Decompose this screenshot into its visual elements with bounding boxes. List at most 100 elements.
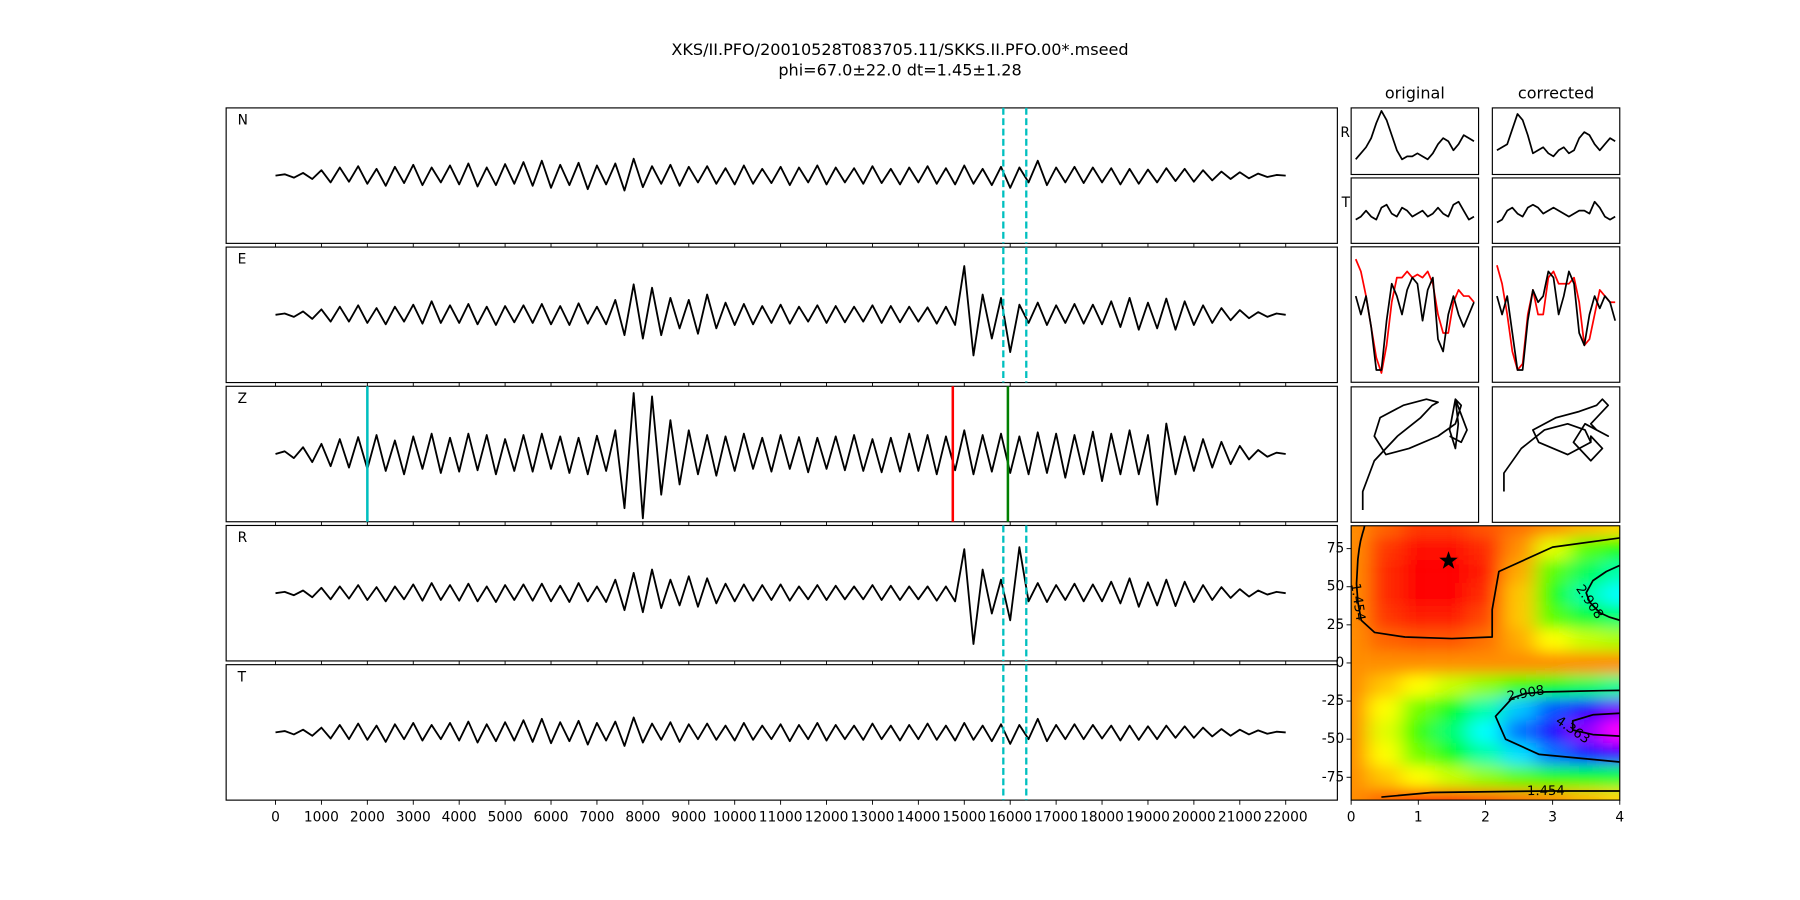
surface-cell	[1367, 560, 1402, 583]
surface-cell	[1535, 697, 1570, 721]
contour-label: 1.454	[1347, 582, 1367, 622]
surface-cell	[1367, 525, 1402, 538]
x-tick-label: 5000	[488, 809, 523, 825]
panel-frame	[225, 385, 1338, 523]
surface-cell	[1401, 628, 1436, 652]
surface-cell	[1435, 628, 1469, 652]
surface-cell	[1502, 525, 1536, 538]
best-fit-star	[1439, 551, 1458, 569]
surface-cell	[1535, 788, 1570, 801]
x-tick-label: 2000	[350, 809, 385, 825]
surface-cell	[1351, 628, 1368, 652]
surface-cell	[1401, 742, 1436, 766]
surface-cell	[1468, 628, 1503, 652]
x-tick-label: 12000	[805, 809, 849, 825]
surface-cell	[1602, 788, 1620, 801]
title: XKS/II.PFO/20010528T083705.11/SKKS.II.PF…	[671, 40, 1128, 59]
surface-cell	[1535, 720, 1570, 743]
surface-cell	[1468, 651, 1503, 675]
trace-panel: E	[225, 246, 1338, 388]
small-panel-frame	[1491, 177, 1621, 244]
x-tick-label: 20000	[1172, 809, 1216, 825]
contour-line	[1355, 525, 1620, 640]
surface-cell	[1351, 560, 1368, 583]
surface-cell	[1535, 537, 1570, 561]
panel-label: N	[238, 113, 248, 129]
surface-cell	[1435, 525, 1469, 538]
surface-cell	[1535, 765, 1570, 789]
surface-cell	[1502, 742, 1536, 766]
surface-cell	[1351, 742, 1368, 766]
x-tick-label: 7000	[579, 809, 614, 825]
surface-cell	[1435, 697, 1469, 721]
surface-cell	[1435, 537, 1469, 561]
surface-cell	[1367, 742, 1402, 766]
component-label: T	[1341, 195, 1351, 211]
x-tick-label: 13000	[851, 809, 895, 825]
surface-cell	[1351, 525, 1368, 538]
trace	[275, 157, 1286, 192]
surface-cell	[1535, 582, 1570, 606]
surface-cell	[1401, 697, 1436, 721]
small-panel-frame	[1491, 107, 1621, 176]
surface-cell	[1401, 537, 1436, 561]
surface-cell	[1401, 525, 1436, 538]
trace	[275, 392, 1286, 520]
surface-cell	[1502, 765, 1536, 789]
trace-panel: Z	[225, 385, 1338, 527]
surface-cell	[1401, 674, 1436, 698]
y-tick-label: -50	[1322, 731, 1344, 747]
surface-cell	[1401, 765, 1436, 789]
surface-cell	[1569, 605, 1603, 629]
column-title: original	[1385, 84, 1445, 103]
surface-cell	[1351, 582, 1368, 606]
surface-cell	[1435, 788, 1469, 801]
x-tick-label: 21000	[1218, 809, 1262, 825]
surface-cell	[1569, 788, 1603, 801]
y-tick-label: -25	[1322, 693, 1344, 709]
panel-label: E	[238, 252, 247, 268]
surface-cell	[1535, 742, 1570, 766]
surface-cell	[1569, 628, 1603, 652]
x-tick-label: 15000	[942, 809, 986, 825]
surface-cell	[1435, 560, 1469, 583]
contour-line	[1571, 712, 1620, 737]
surface-cell	[1367, 582, 1402, 606]
surface-cell	[1535, 525, 1570, 538]
surface-cell	[1535, 628, 1570, 652]
surface-cell	[1351, 765, 1368, 789]
surface-cell	[1602, 765, 1620, 789]
surface-cell	[1502, 788, 1536, 801]
contour-line	[1585, 564, 1620, 622]
surface-cell	[1502, 537, 1536, 561]
surface-cell	[1502, 720, 1536, 743]
x-tick-label: 11000	[759, 809, 803, 825]
surface-cell	[1602, 582, 1620, 606]
surface-cell	[1502, 651, 1536, 675]
trace	[275, 546, 1286, 645]
surface-cell	[1435, 720, 1469, 743]
surface-cell	[1468, 788, 1503, 801]
x-tick-label: 10000	[713, 809, 757, 825]
surface-cell	[1468, 582, 1503, 606]
y-tick-label: 50	[1327, 579, 1345, 595]
surface-cell	[1351, 651, 1368, 675]
x-tick-label: 4	[1615, 809, 1624, 825]
surface-cell	[1367, 720, 1402, 743]
surface-cell	[1367, 697, 1402, 721]
x-tick-label: 1000	[304, 809, 339, 825]
surface-cell	[1435, 605, 1469, 629]
component-label: R	[1340, 125, 1350, 141]
surface-cell	[1569, 742, 1603, 766]
surface-cell	[1569, 651, 1603, 675]
x-tick-label: 14000	[896, 809, 940, 825]
contour-line	[1494, 689, 1620, 763]
x-tick-label: 16000	[988, 809, 1032, 825]
surface-cell	[1502, 605, 1536, 629]
surface-cell	[1435, 651, 1469, 675]
x-tick-label: 1	[1414, 809, 1423, 825]
small-panel-frame	[1491, 386, 1621, 523]
